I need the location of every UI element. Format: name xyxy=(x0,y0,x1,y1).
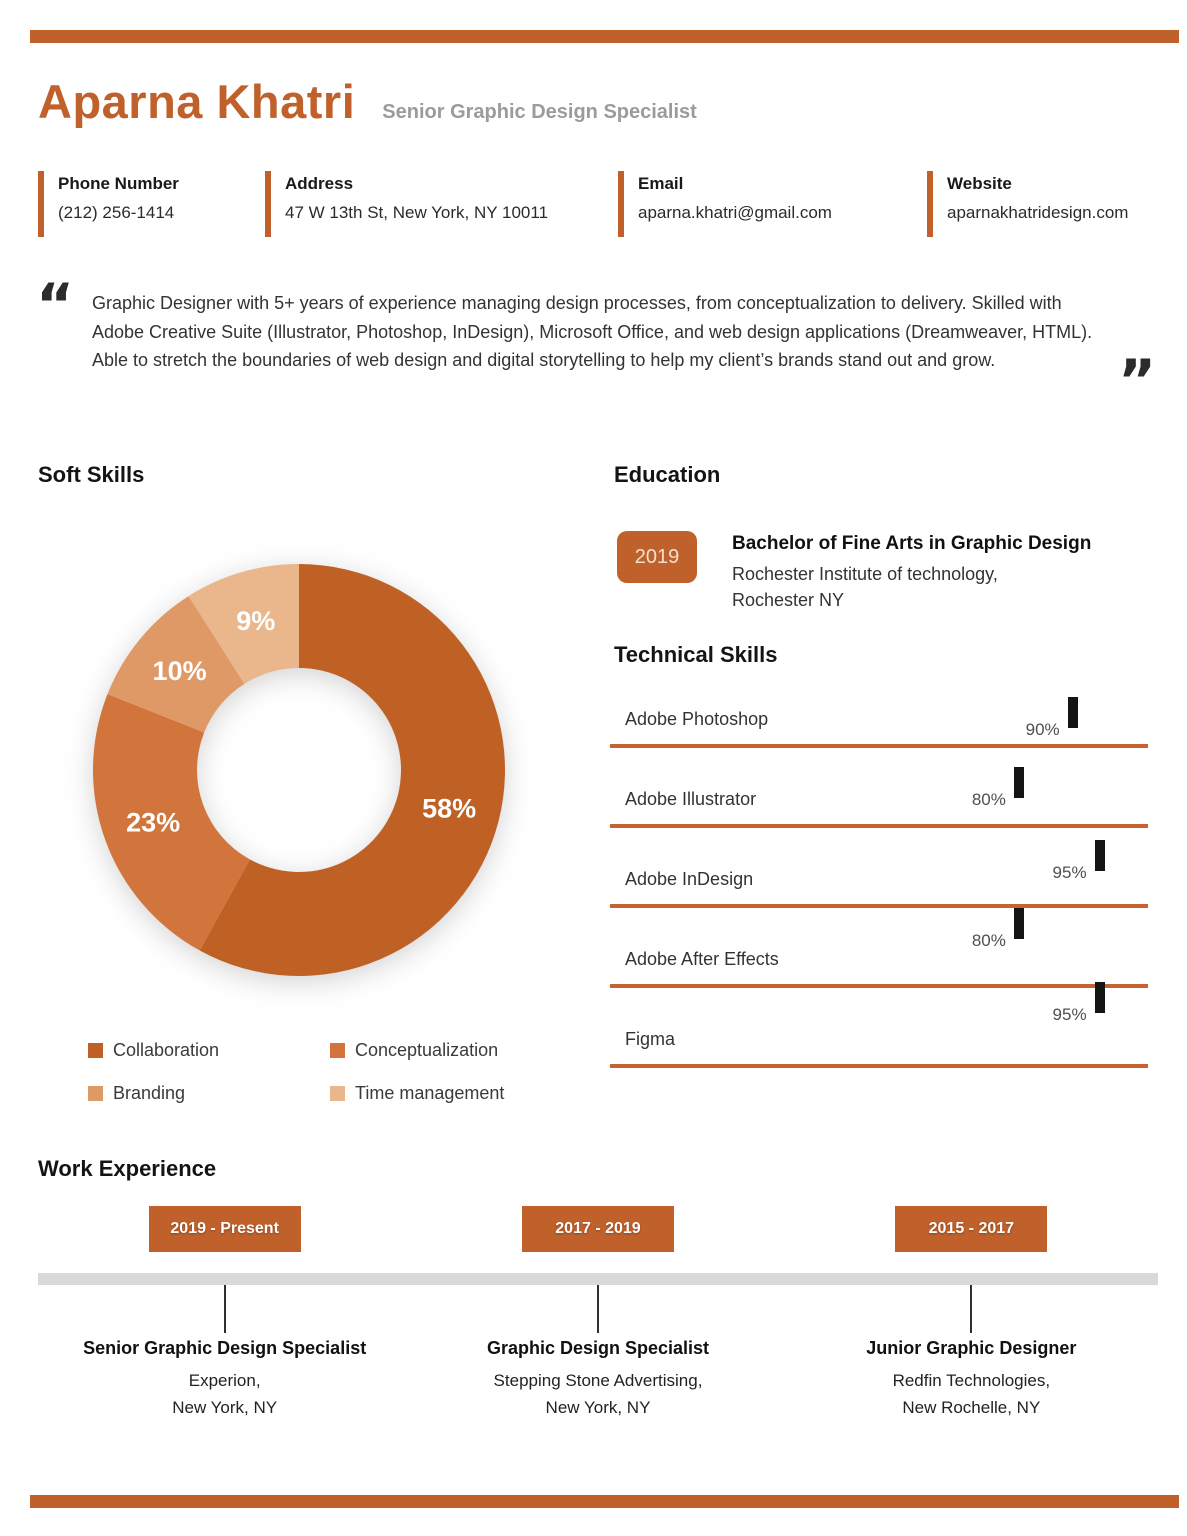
legend-item-conceptualization: Conceptualization xyxy=(330,1040,572,1061)
contact-label: Email xyxy=(638,174,684,193)
education-school: Rochester Institute of technology, xyxy=(732,564,998,584)
skill-level-marker xyxy=(1013,908,1024,939)
job-title: Junior Graphic Designer xyxy=(866,1338,1077,1358)
top-accent-bar xyxy=(30,30,1179,43)
contact-label: Website xyxy=(947,174,1012,193)
donut-slice-collaboration xyxy=(199,564,506,976)
skill-name: Adobe After Effects xyxy=(625,949,779,969)
donut-chart-svg: 58% 23% 10% 9% xyxy=(92,564,506,976)
donut-slice-branding xyxy=(107,596,245,733)
person-name: Aparna Khatri xyxy=(38,75,356,128)
section-title-soft-skills: Soft Skills xyxy=(38,462,145,487)
skill-row: Adobe Photoshop 90% xyxy=(610,668,1148,748)
donut-slice-conceptualization xyxy=(92,694,250,951)
section-title-work-experience: Work Experience xyxy=(38,1156,217,1181)
contact-row: Phone Number (212) 256-1414 Address 47 W… xyxy=(38,171,1150,237)
summary-text: Graphic Designer with 5+ years of experi… xyxy=(92,293,1093,370)
skill-row: Adobe After Effects 80% xyxy=(610,908,1148,988)
timeline-period-badges: 2019 - Present 2017 - 2019 2015 - 2017 xyxy=(38,1206,1158,1252)
job-company: Experion, xyxy=(188,1371,261,1390)
contact-block-address: Address 47 W 13th St, New York, NY 10011 xyxy=(265,171,618,237)
donut-slice-label: 58% xyxy=(422,794,476,824)
job-company: Redfin Technologies, xyxy=(892,1371,1051,1390)
soft-skills-donut-chart: 58% 23% 10% 9% xyxy=(92,563,506,977)
education-entry: Bachelor of Fine Arts in Graphic Design … xyxy=(732,533,1152,613)
skill-row: Adobe Illustrator 80% xyxy=(610,748,1148,828)
section-title-technical-skills: Technical Skills xyxy=(614,642,778,667)
contact-block-email: Email aparna.khatri@gmail.com xyxy=(618,171,927,237)
skill-percent-label: 95% xyxy=(1052,1005,1087,1024)
skill-level-marker xyxy=(1094,982,1105,1013)
timeline-ticks xyxy=(38,1285,1158,1333)
skill-level-marker xyxy=(1094,840,1105,871)
skill-level-marker xyxy=(1067,697,1078,728)
job-company: Stepping Stone Advertising, xyxy=(493,1371,703,1390)
skill-percent-label: 80% xyxy=(971,931,1006,950)
job-location: New Rochelle, NY xyxy=(902,1398,1041,1417)
website-value: aparnakhatridesign.com xyxy=(947,203,1129,222)
phone-value: (212) 256-1414 xyxy=(58,203,175,222)
skill-percent-label: 80% xyxy=(971,790,1006,809)
education-location: Rochester NY xyxy=(732,590,845,610)
close-quote-icon: ” xyxy=(1118,347,1157,415)
legend-swatch xyxy=(330,1086,345,1101)
legend-swatch xyxy=(88,1086,103,1101)
technical-skills-list: Adobe Photoshop 90% Adobe Illustrator 80… xyxy=(610,668,1148,1068)
contact-label: Address xyxy=(285,174,354,193)
contact-block-website: Website aparnakhatridesign.com xyxy=(927,171,1150,237)
period-badge: 2019 - Present xyxy=(148,1206,301,1252)
work-experience-entries: Senior Graphic Design Specialist Experio… xyxy=(38,1338,1158,1421)
donut-slice-label: 9% xyxy=(236,606,275,636)
period-badge: 2015 - 2017 xyxy=(895,1206,1048,1252)
work-experience-entry: Senior Graphic Design Specialist Experio… xyxy=(38,1338,411,1421)
donut-slice-label: 23% xyxy=(126,808,180,838)
header: Aparna Khatri Senior Graphic Design Spec… xyxy=(38,74,697,129)
job-location: New York, NY xyxy=(545,1398,651,1417)
legend-swatch xyxy=(88,1043,103,1058)
donut-slice-label: 10% xyxy=(153,656,207,686)
skill-name: Adobe Illustrator xyxy=(625,789,757,809)
skill-name: Figma xyxy=(625,1029,676,1049)
period-badge: 2017 - 2019 xyxy=(521,1206,674,1252)
chart-legend: Collaboration Conceptualization Branding… xyxy=(88,1040,572,1104)
bottom-accent-bar xyxy=(30,1495,1179,1508)
timeline-bar xyxy=(38,1273,1158,1285)
section-title-education: Education xyxy=(614,462,721,487)
legend-item-collaboration: Collaboration xyxy=(88,1040,330,1061)
education-year: 2019 xyxy=(634,545,680,568)
contact-label: Phone Number xyxy=(58,174,179,193)
skill-percent-label: 90% xyxy=(1025,720,1060,739)
legend-item-branding: Branding xyxy=(88,1083,330,1104)
legend-swatch xyxy=(330,1043,345,1058)
education-year-badge: 2019 xyxy=(617,531,697,583)
job-title: Senior Graphic Design Specialist xyxy=(83,1338,367,1358)
contact-block-phone: Phone Number (212) 256-1414 xyxy=(38,171,265,237)
education-degree: Bachelor of Fine Arts in Graphic Design xyxy=(732,533,1092,554)
legend-item-time-management: Time management xyxy=(330,1083,572,1104)
skill-row: Adobe InDesign 95% xyxy=(610,828,1148,908)
job-location: New York, NY xyxy=(172,1398,278,1417)
email-value: aparna.khatri@gmail.com xyxy=(638,203,832,222)
skill-row: Figma 95% xyxy=(610,982,1148,1068)
skill-name: Adobe InDesign xyxy=(625,869,754,889)
job-title: Graphic Design Specialist xyxy=(486,1338,710,1358)
skill-percent-label: 95% xyxy=(1052,863,1087,882)
person-job-title: Senior Graphic Design Specialist xyxy=(382,101,697,123)
work-experience-entry: Junior Graphic Designer Redfin Technolog… xyxy=(785,1338,1158,1421)
timeline-tick xyxy=(970,1285,973,1333)
timeline-tick xyxy=(596,1285,599,1333)
address-value: 47 W 13th St, New York, NY 10011 xyxy=(285,203,549,222)
skill-level-marker xyxy=(1013,767,1024,798)
timeline-tick xyxy=(223,1285,226,1333)
work-experience-entry: Graphic Design Specialist Stepping Stone… xyxy=(411,1338,784,1421)
skill-name: Adobe Photoshop xyxy=(625,709,769,729)
open-quote-icon: “ xyxy=(36,271,75,339)
donut-slice-time-management xyxy=(188,564,299,684)
